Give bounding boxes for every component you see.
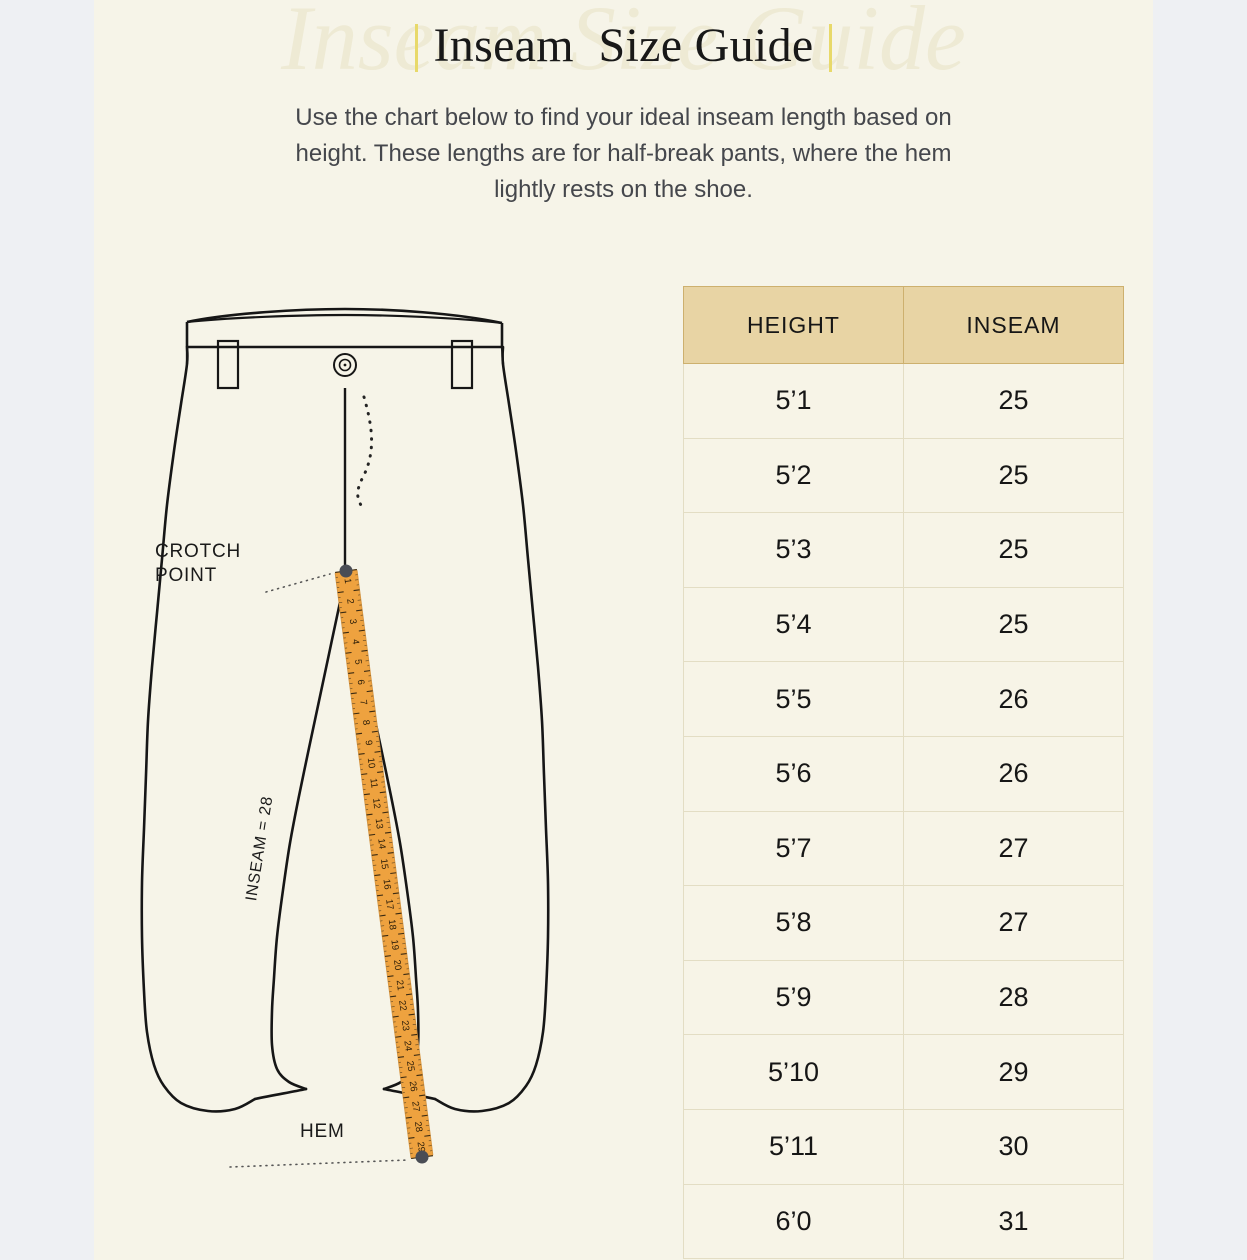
svg-text:10: 10 bbox=[365, 757, 377, 769]
svg-text:18: 18 bbox=[386, 919, 398, 931]
svg-text:23: 23 bbox=[399, 1020, 411, 1032]
svg-text:12: 12 bbox=[370, 797, 382, 809]
svg-text:22: 22 bbox=[396, 1000, 408, 1012]
svg-text:17: 17 bbox=[383, 899, 395, 911]
svg-text:25: 25 bbox=[404, 1060, 416, 1072]
svg-text:19: 19 bbox=[388, 939, 400, 951]
svg-text:27: 27 bbox=[409, 1101, 421, 1113]
svg-text:11: 11 bbox=[367, 778, 379, 789]
svg-text:28: 28 bbox=[412, 1121, 424, 1133]
svg-text:26: 26 bbox=[407, 1080, 419, 1092]
svg-text:21: 21 bbox=[394, 979, 406, 991]
svg-text:15: 15 bbox=[378, 858, 390, 870]
svg-text:20: 20 bbox=[391, 959, 403, 971]
svg-text:16: 16 bbox=[380, 878, 392, 890]
svg-text:14: 14 bbox=[375, 838, 387, 850]
svg-text:24: 24 bbox=[401, 1040, 413, 1052]
svg-text:13: 13 bbox=[373, 818, 385, 830]
